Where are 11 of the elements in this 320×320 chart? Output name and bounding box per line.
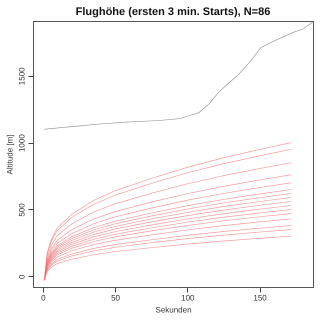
x-tick-label: 0 bbox=[41, 294, 46, 302]
x-tick-label: 150 bbox=[253, 294, 268, 302]
x-tick-label: 50 bbox=[111, 294, 121, 302]
y-tick-label: 0 bbox=[18, 274, 26, 280]
y-tick-label: 1500 bbox=[18, 66, 26, 86]
x-tick-label: 100 bbox=[181, 294, 196, 302]
y-axis-title: Altitude [m] bbox=[6, 134, 14, 175]
y-tick-label: 1000 bbox=[18, 134, 26, 152]
x-axis-title: Sekunden bbox=[155, 306, 192, 314]
chart-title: Flughöhe (ersten 3 min. Starts), N=86 bbox=[76, 6, 270, 18]
y-tick-label: 500 bbox=[18, 202, 26, 217]
